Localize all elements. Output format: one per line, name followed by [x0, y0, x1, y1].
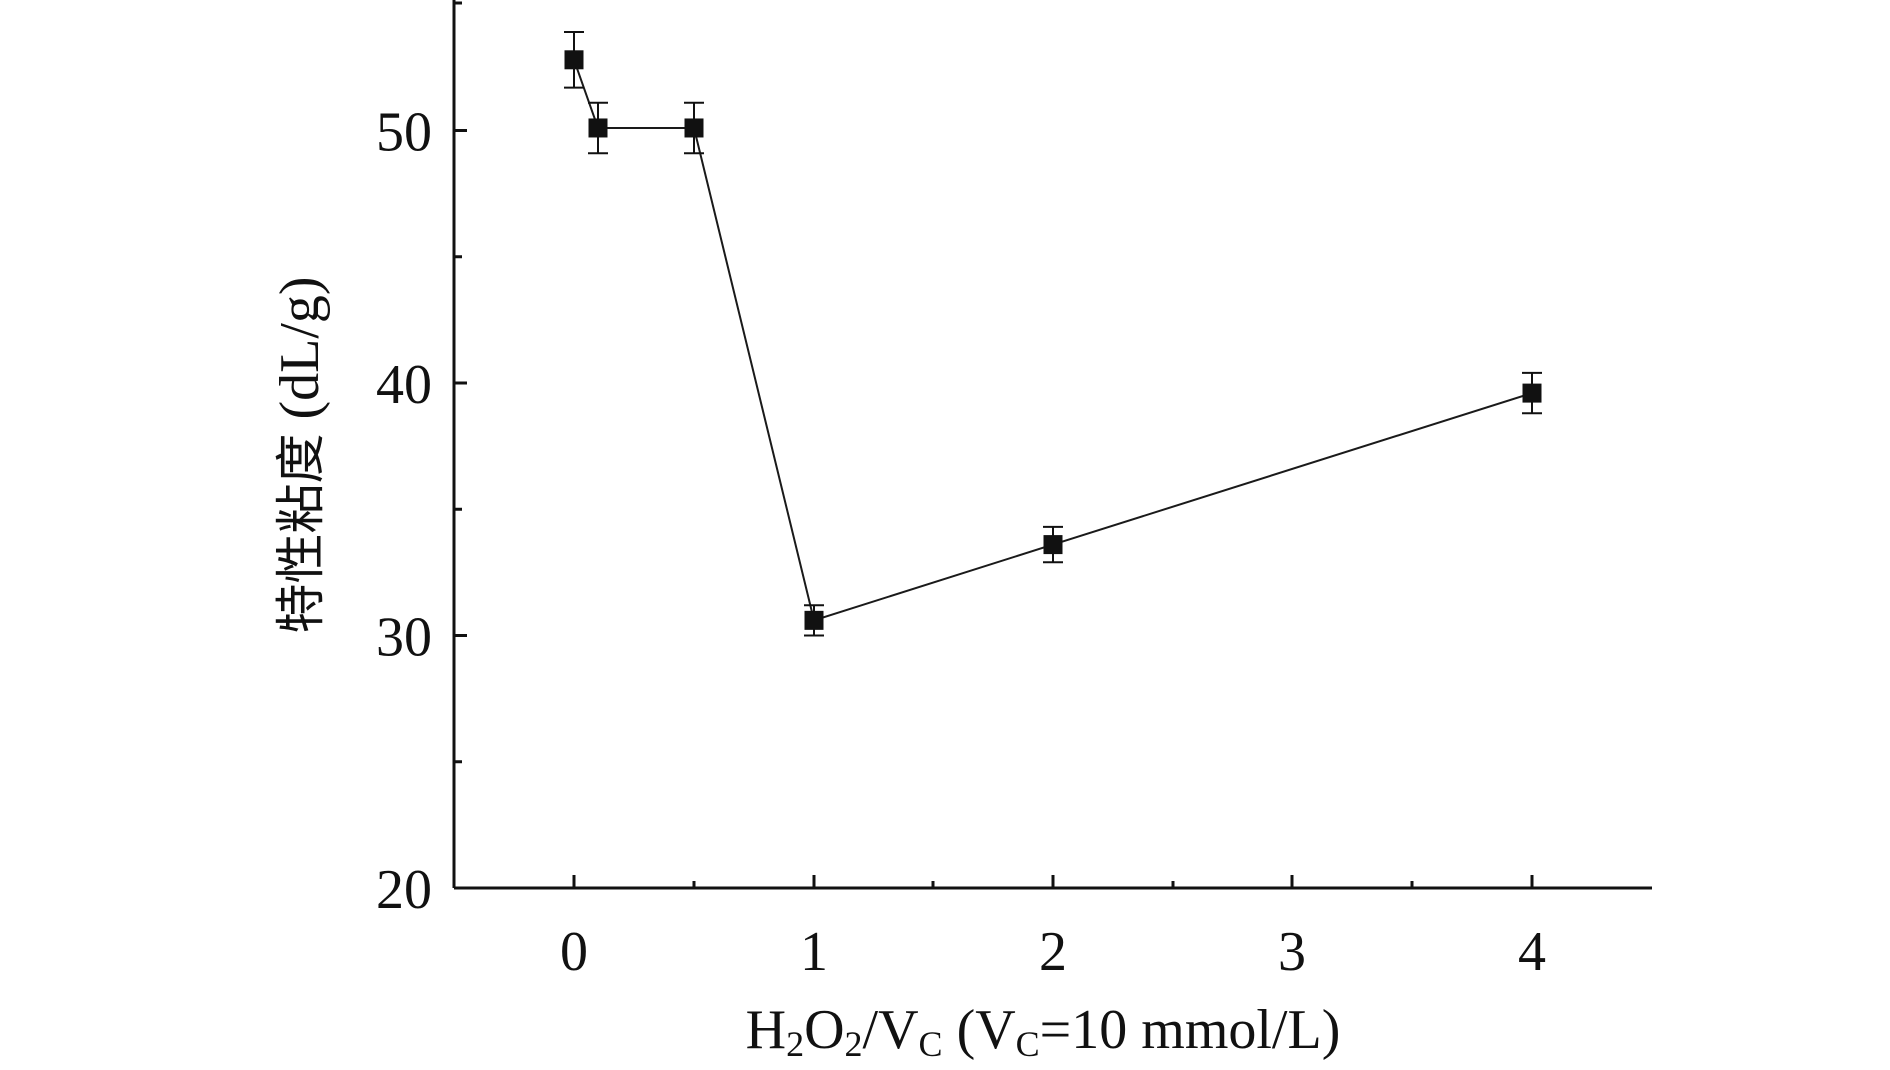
x-axis-title-subscript: C [1016, 1024, 1040, 1064]
x-tick-label: 3 [1278, 921, 1306, 983]
data-markers [564, 50, 1542, 630]
y-tick-label: 40 [376, 354, 432, 416]
y-axis-title-unit: (dL/g) [269, 276, 331, 433]
series-line [573, 59, 1533, 622]
x-tick-label: 4 [1518, 921, 1546, 983]
x-axis-title: H2O2/VC (VC=10 mmol/L) [746, 999, 1341, 1064]
data-point-marker [1043, 535, 1063, 555]
x-axis-title-part: /V [863, 999, 919, 1061]
x-axis-title-part: (V [943, 999, 1016, 1061]
x-axis-title-subscript: 2 [845, 1024, 863, 1064]
x-tick-label: 0 [560, 921, 588, 983]
x-axis-title-subscript: 2 [786, 1024, 804, 1064]
x-axis-title-part: H [746, 999, 786, 1061]
y-axis-title: 特性粘度 (dL/g) [269, 276, 331, 633]
data-point-marker [804, 610, 824, 630]
y-tick-label: 50 [376, 102, 432, 164]
data-point-marker [1522, 383, 1542, 403]
y-tick-label: 20 [376, 859, 432, 921]
x-tick-label: 1 [800, 921, 828, 983]
data-point-marker [588, 118, 608, 138]
y-axis-title-cjk: 特性粘度 [272, 434, 330, 634]
x-axis-title-part: O [804, 999, 844, 1061]
series-line-path [573, 59, 1533, 622]
x-axis-title-subscript: C [919, 1024, 943, 1064]
y-ticks: 20 30 40 50 [376, 1, 467, 921]
axes [452, 0, 1652, 890]
data-point-marker [564, 50, 584, 70]
y-tick-label: 30 [376, 607, 432, 669]
x-tick-label: 2 [1039, 921, 1067, 983]
x-ticks: 0 1 2 3 4 [560, 875, 1546, 983]
data-point-marker [684, 118, 704, 138]
x-axis-title-part: =10 mmol/L) [1040, 999, 1341, 1061]
